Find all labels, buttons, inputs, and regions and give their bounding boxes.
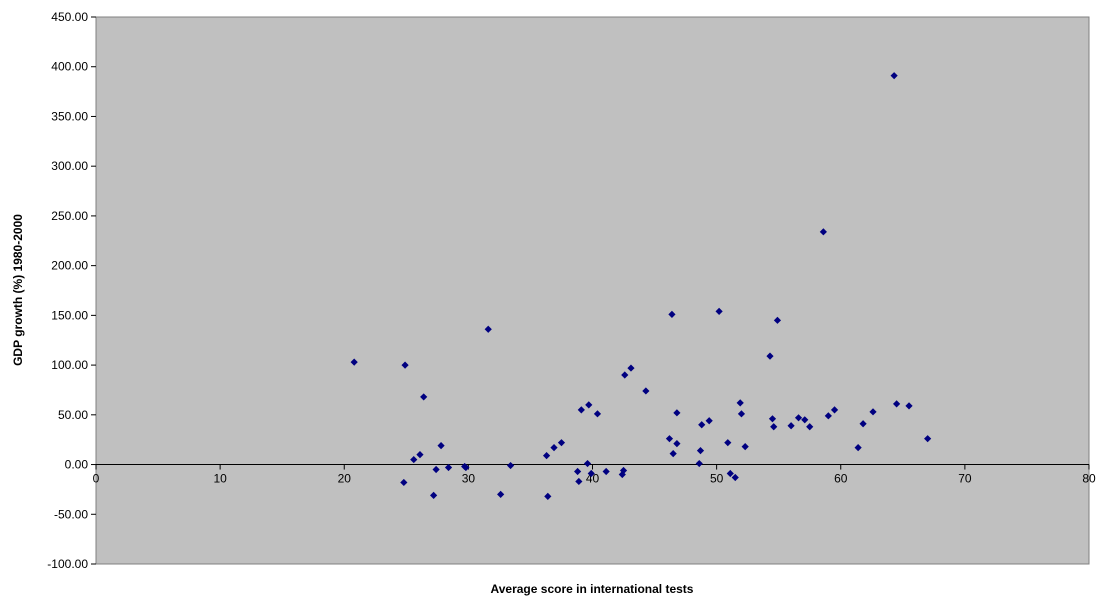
data-point — [696, 447, 705, 455]
y-tick-label: 50.00 — [58, 408, 88, 422]
y-tick-label: 250.00 — [51, 209, 88, 223]
data-point — [400, 478, 408, 487]
data-point — [544, 492, 552, 500]
data-point — [669, 450, 677, 458]
data-point — [401, 361, 409, 369]
x-tick-label: 10 — [213, 472, 227, 486]
data-point — [416, 451, 424, 459]
data-point — [668, 310, 676, 318]
data-point — [577, 406, 585, 414]
y-tick-label: 200.00 — [51, 259, 88, 273]
y-tick-label: -50.00 — [54, 507, 88, 521]
data-point — [736, 399, 744, 407]
data-point — [430, 491, 438, 499]
data-point — [806, 423, 814, 431]
data-point — [550, 444, 558, 452]
data-point — [575, 477, 583, 486]
data-point — [665, 435, 674, 443]
data-point — [350, 358, 358, 366]
y-tick-label: 400.00 — [51, 60, 88, 74]
data-point — [621, 371, 629, 379]
data-point — [741, 443, 749, 451]
data-point — [585, 401, 593, 409]
y-axis-title: GDP growth (%) 1980-2000 — [11, 214, 25, 366]
data-point — [794, 414, 803, 422]
data-point — [854, 444, 862, 452]
y-tick-label: -100.00 — [47, 557, 88, 571]
data-point — [770, 423, 778, 431]
y-tick-label: 100.00 — [51, 358, 88, 372]
data-point — [905, 402, 913, 410]
data-point — [673, 440, 681, 448]
data-point — [766, 352, 774, 360]
data-point — [627, 364, 635, 372]
y-tick-label: 350.00 — [51, 109, 88, 123]
data-point — [673, 409, 681, 417]
data-point — [726, 469, 734, 478]
data-point — [574, 467, 582, 476]
data-point — [893, 400, 901, 408]
data-point — [890, 72, 898, 80]
data-point — [695, 459, 703, 468]
y-tick-label: 150.00 — [51, 308, 88, 322]
data-point — [557, 439, 566, 447]
data-point — [444, 463, 453, 472]
data-point — [619, 466, 628, 475]
y-tick-label: 450.00 — [51, 10, 88, 24]
data-point — [410, 455, 418, 464]
y-tick-label: 300.00 — [51, 159, 88, 173]
data-point — [698, 421, 706, 429]
data-point — [773, 316, 782, 324]
data-point — [437, 442, 445, 450]
data-point — [768, 415, 777, 423]
data-point — [602, 467, 610, 476]
x-axis-ticks: 0 10 20 30 40 50 60 70 80 — [93, 464, 1096, 486]
data-point — [484, 325, 492, 333]
data-point — [462, 463, 470, 472]
data-point — [420, 393, 428, 401]
data-point — [787, 422, 795, 430]
data-point — [859, 420, 867, 428]
data-point — [830, 406, 839, 414]
x-axis-title: Average score in international tests — [491, 582, 694, 596]
y-axis-ticks: -100.00 -50.00 0.00 50.00 100.00 150.00 200.00… — [47, 10, 96, 571]
data-point — [587, 469, 595, 478]
data-point — [724, 439, 732, 447]
data-point — [583, 459, 592, 468]
data-point — [869, 408, 877, 416]
data-point — [705, 417, 713, 425]
data-point — [432, 465, 440, 474]
data-point — [506, 461, 515, 470]
data-point — [924, 435, 932, 443]
data-point — [737, 410, 746, 418]
x-tick-label: 20 — [338, 472, 352, 486]
data-point — [819, 228, 827, 236]
x-tick-label: 0 — [93, 472, 100, 486]
data-point — [497, 490, 505, 498]
data-point — [731, 473, 739, 482]
x-tick-label: 50 — [710, 472, 724, 486]
y-tick-label: 0.00 — [65, 458, 89, 472]
x-tick-label: 70 — [958, 472, 972, 486]
data-point — [618, 470, 626, 479]
x-tick-label: 80 — [1082, 472, 1096, 486]
data-point — [593, 410, 602, 418]
data-point — [715, 307, 723, 315]
data-point — [824, 412, 832, 420]
x-tick-label: 60 — [834, 472, 848, 486]
data-point — [642, 387, 650, 395]
data-point — [542, 451, 551, 460]
data-points — [350, 72, 932, 500]
data-point — [801, 416, 809, 424]
x-tick-label: 30 — [462, 472, 476, 486]
